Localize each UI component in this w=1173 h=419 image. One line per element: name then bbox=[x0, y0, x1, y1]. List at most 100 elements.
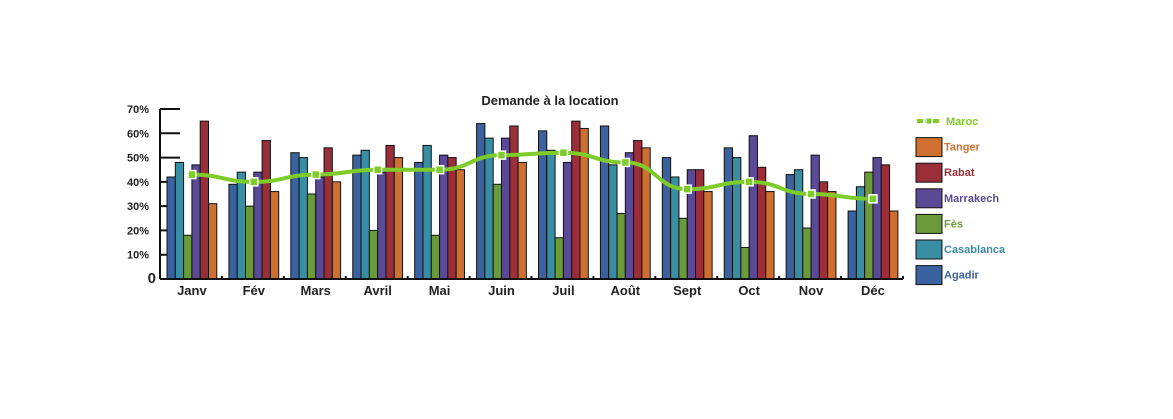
legend-label-marrakech: Marrakech bbox=[944, 193, 999, 205]
x-tick-label: Août bbox=[611, 283, 641, 298]
bar-rabat bbox=[695, 169, 705, 280]
line-marker-maroc bbox=[682, 184, 692, 194]
legend-label-rabat: Rabat bbox=[944, 167, 975, 179]
bar-casablanca bbox=[174, 161, 185, 280]
bar-tanger bbox=[331, 181, 342, 280]
bar-marrakech bbox=[253, 171, 263, 280]
y-tick-label: 10% bbox=[127, 250, 149, 262]
bar-marrakech bbox=[377, 171, 387, 280]
bar-tanger bbox=[827, 191, 837, 280]
bar-agadir bbox=[166, 176, 176, 280]
x-tick-label: Mars bbox=[301, 283, 331, 298]
bar-marrakech bbox=[872, 157, 882, 280]
y-axis: 0 10% 20% 30% 40% 50% 60% 70% bbox=[127, 104, 180, 287]
line-marker-maroc bbox=[620, 157, 631, 168]
bar-fès bbox=[740, 246, 750, 280]
legend-label-tanger: Tanger bbox=[944, 142, 981, 154]
bar-agadir bbox=[228, 183, 238, 280]
y-tick-label: 40% bbox=[127, 177, 149, 189]
bar-fès bbox=[678, 217, 688, 280]
chart-title: Demande à la location bbox=[481, 93, 618, 108]
bar-casablanca bbox=[236, 171, 247, 280]
bar-marrakech bbox=[315, 176, 325, 280]
bar-tanger bbox=[703, 191, 713, 280]
bar-fès bbox=[245, 205, 255, 280]
bar-rabat bbox=[261, 140, 271, 280]
bar-rabat bbox=[633, 140, 643, 280]
y-tick-label: 70% bbox=[127, 104, 149, 116]
bar-agadir bbox=[476, 123, 486, 280]
bar-casablanca bbox=[484, 137, 494, 280]
bar-tanger bbox=[269, 191, 280, 280]
bar-casablanca bbox=[793, 169, 804, 280]
x-tick-label: Sept bbox=[673, 283, 702, 298]
bar-rabat bbox=[385, 144, 395, 280]
bar-rabat bbox=[880, 164, 891, 280]
bar-rabat bbox=[571, 120, 581, 280]
legend-swatch-marrakech bbox=[915, 188, 943, 209]
y-tick-label: 50% bbox=[127, 153, 149, 165]
line-marker-maroc bbox=[372, 164, 383, 175]
legend-swatch-fès bbox=[915, 213, 943, 234]
legend-label-casablanca: Casablanca bbox=[944, 244, 1006, 256]
bar-tanger bbox=[889, 210, 899, 280]
legend: Maroc Tanger Rabat Marrakech Fès Casablanca Ag… bbox=[915, 116, 1006, 286]
bar-fès bbox=[554, 237, 564, 280]
y-tick-label: 30% bbox=[127, 201, 149, 213]
bar-tanger bbox=[455, 169, 465, 280]
bar-agadir bbox=[599, 125, 610, 280]
bar-marrakech bbox=[810, 154, 820, 280]
bar-rabat bbox=[509, 125, 519, 280]
bar-agadir bbox=[290, 152, 300, 280]
bar-rabat bbox=[199, 120, 209, 280]
line-marker-maroc bbox=[434, 164, 445, 175]
bar-agadir bbox=[847, 210, 857, 280]
bar-fès bbox=[430, 234, 441, 280]
bar-tanger bbox=[393, 157, 404, 280]
bar-tanger bbox=[765, 191, 775, 280]
x-tick-label: Juil bbox=[552, 283, 574, 298]
bar-agadir bbox=[723, 147, 734, 280]
x-tick-label: Nov bbox=[799, 283, 824, 298]
bar-marrakech bbox=[624, 152, 635, 280]
bar-fès bbox=[183, 234, 193, 280]
bar-agadir bbox=[414, 161, 424, 280]
y-tick-label: 60% bbox=[127, 128, 149, 140]
bar-agadir bbox=[661, 157, 672, 280]
line-marker-maroc bbox=[744, 177, 754, 187]
bar-tanger bbox=[579, 127, 589, 280]
bar-fès bbox=[306, 193, 317, 280]
line-marker-maroc bbox=[249, 177, 259, 187]
bar-agadir bbox=[352, 154, 362, 280]
bar-rabat bbox=[323, 147, 333, 280]
bar-tanger bbox=[517, 161, 527, 280]
bar-tanger bbox=[208, 203, 218, 280]
x-tick-label: Déc bbox=[861, 283, 885, 298]
line-marker-maroc bbox=[496, 150, 507, 160]
bar-marrakech bbox=[748, 135, 758, 280]
bar-fès bbox=[616, 212, 626, 280]
legend-swatch-agadir bbox=[915, 265, 943, 286]
bars bbox=[166, 120, 899, 280]
y-tick-label: 20% bbox=[127, 225, 149, 237]
legend-marker-icon bbox=[925, 117, 933, 125]
legend-label-fès: Fès bbox=[944, 218, 963, 230]
line-maroc bbox=[191, 150, 873, 201]
legend-label-maroc: Maroc bbox=[946, 116, 978, 128]
bar-fès bbox=[492, 183, 502, 280]
x-tick-label: Juin bbox=[488, 283, 515, 298]
bar-casablanca bbox=[608, 164, 618, 280]
bar-casablanca bbox=[546, 149, 556, 280]
bar-fès bbox=[368, 229, 379, 280]
maroc-line bbox=[187, 147, 878, 204]
x-axis: Janv Fév Mars Avril Mai Juin Juil Août Sept Oct No… bbox=[160, 276, 904, 298]
x-tick-label: Mai bbox=[429, 283, 451, 298]
y-tick-label: 0 bbox=[148, 270, 156, 287]
x-tick-label: Oct bbox=[738, 283, 760, 298]
x-tick-label: Fév bbox=[243, 283, 266, 298]
legend-label-agadir: Agadir bbox=[944, 270, 980, 282]
x-tick-label: Avril bbox=[363, 283, 391, 298]
line-marker-maroc bbox=[868, 194, 878, 204]
bar-marrakech bbox=[191, 164, 201, 280]
